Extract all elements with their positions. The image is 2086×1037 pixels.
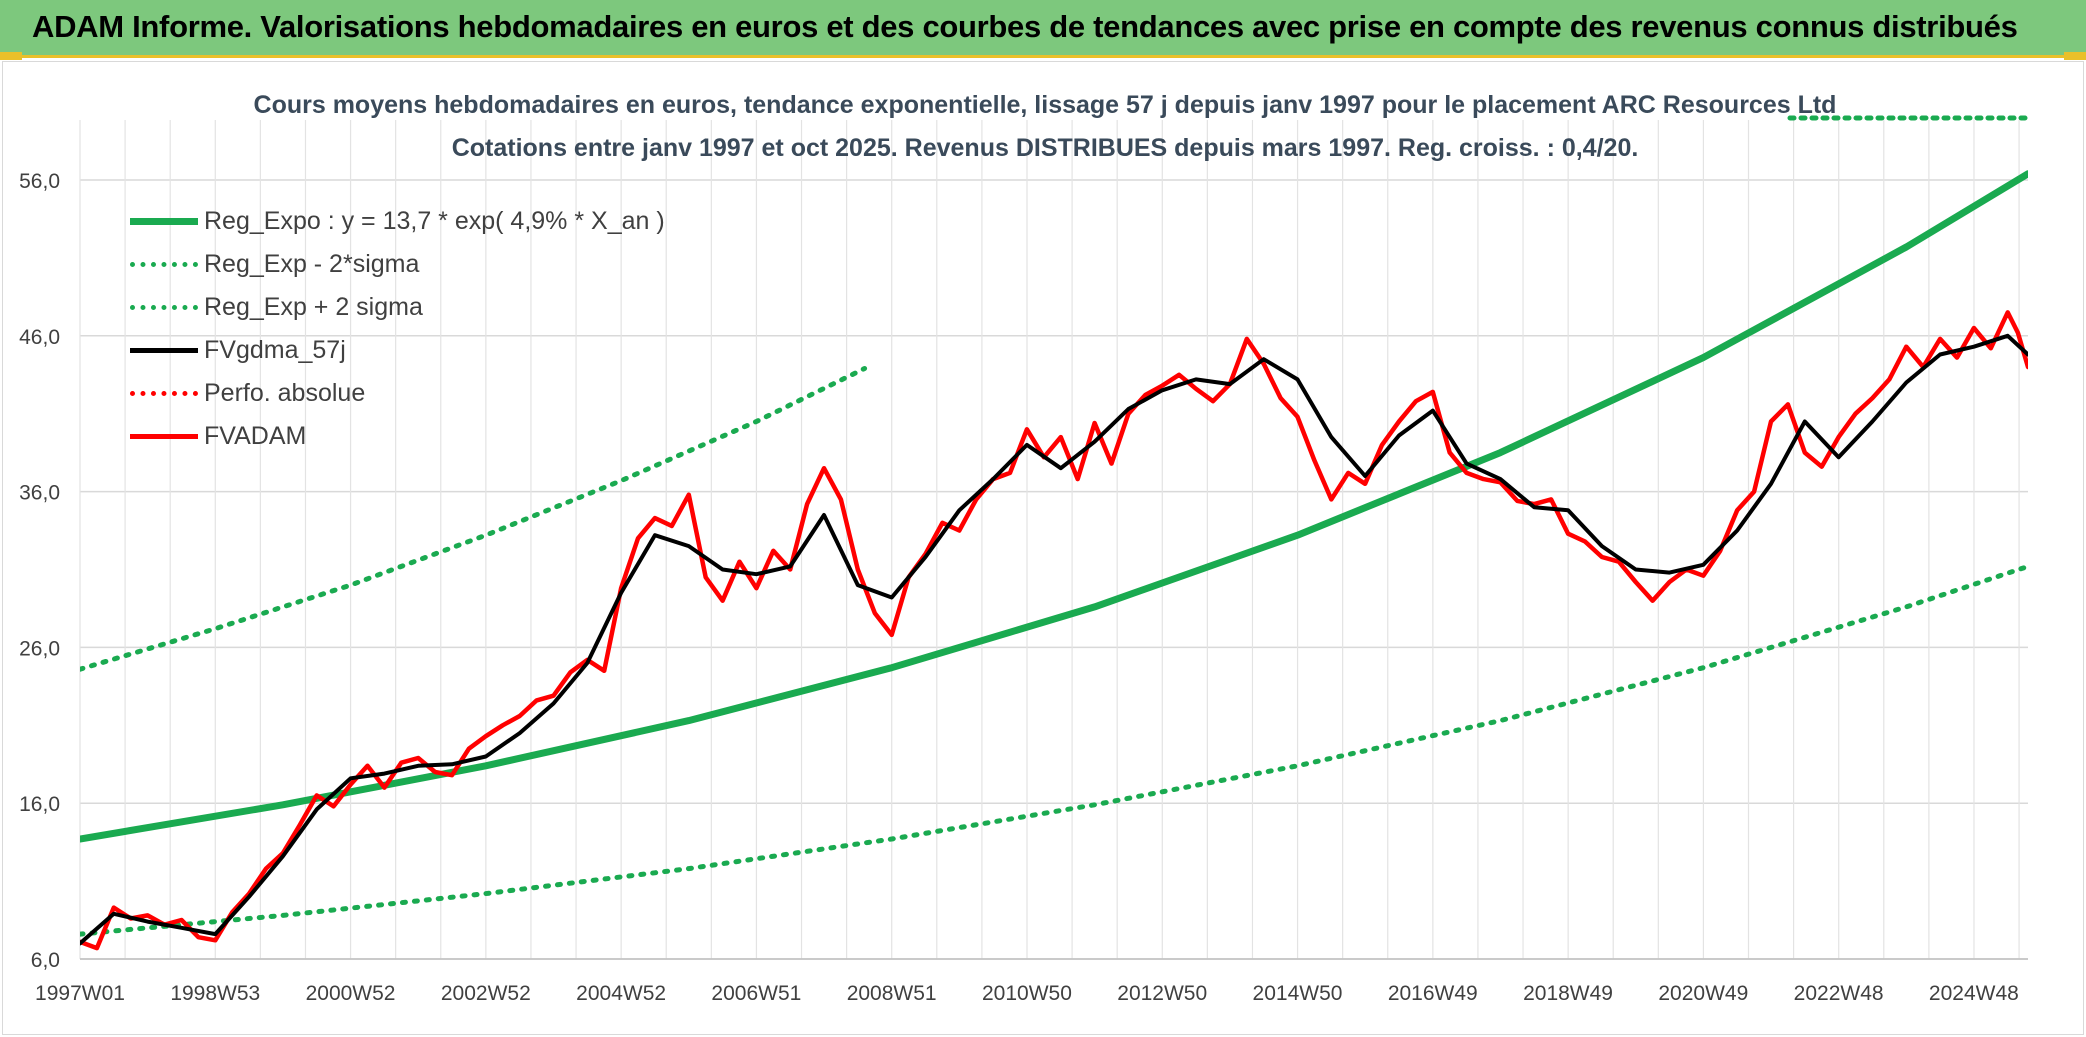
x-tick-label: 2008W51: [847, 982, 937, 1005]
legend-swatch: [130, 305, 198, 310]
series-line-2: [80, 366, 868, 672]
legend-entry: Perfo. absolue: [130, 372, 665, 415]
x-tick-label: 2024W48: [1929, 982, 2019, 1005]
x-tick-label: 2010W50: [982, 982, 1072, 1005]
x-tick-label: 2020W49: [1658, 982, 1748, 1005]
legend-entry: Reg_Exp + 2 sigma: [130, 286, 665, 329]
x-tick-label: 2016W49: [1388, 982, 1478, 1005]
chart-legend: Reg_Expo : y = 13,7 * exp( 4,9% * X_an )…: [130, 200, 665, 458]
chart-area-border: [2, 61, 2084, 1035]
corner-accent-right: [2064, 52, 2086, 60]
legend-label: Reg_Exp + 2 sigma: [204, 293, 423, 321]
gridlines: [79, 120, 2028, 960]
legend-entry: FVADAM: [130, 415, 665, 458]
series-line-3: [80, 333, 2028, 946]
legend-label: FVADAM: [204, 422, 307, 450]
legend-swatch: [130, 218, 198, 225]
tick-labels: 6,0 16,0 26,0 36,0 46,0 56,0 1997W01 1998W53 200…: [19, 170, 2019, 1005]
legend-label: FVgdma_57j: [204, 336, 346, 364]
x-tick-label: 1998W53: [170, 982, 260, 1005]
legend-label: Reg_Exp - 2*sigma: [204, 250, 420, 278]
legend-swatch: [130, 391, 198, 396]
legend-label: Reg_Expo : y = 13,7 * exp( 4,9% * X_an ): [204, 207, 665, 235]
y-tick-label: 6,0: [31, 949, 60, 972]
x-tick-label: 2014W50: [1253, 982, 1343, 1005]
y-tick-label: 56,0: [19, 170, 60, 193]
y-tick-label: 16,0: [19, 793, 60, 816]
y-tick-label: 46,0: [19, 326, 60, 349]
series-line-0: [80, 170, 2028, 843]
series-layer: [80, 170, 2028, 951]
x-tick-label: 2002W52: [441, 982, 531, 1005]
y-tick-label: 26,0: [19, 637, 60, 660]
series-line-5: [80, 310, 2028, 951]
series-line-1: [80, 563, 2028, 937]
y-tick-label: 36,0: [19, 482, 60, 505]
x-tick-label: 2006W51: [711, 982, 801, 1005]
report-title: ADAM Informe. Valorisations hebdomadaire…: [32, 9, 2018, 44]
x-tick-label: 2012W50: [1117, 982, 1207, 1005]
corner-accent-left: [0, 52, 22, 60]
legend-entry: Reg_Expo : y = 13,7 * exp( 4,9% * X_an ): [130, 200, 665, 243]
x-tick-label: 1997W01: [35, 982, 125, 1005]
legend-swatch: [130, 262, 198, 267]
legend-label: Perfo. absolue: [204, 379, 366, 407]
chart-title: Cours moyens hebdomadaires en euros, ten…: [254, 91, 1837, 119]
legend-entry: FVgdma_57j: [130, 329, 665, 372]
x-tick-label: 2018W49: [1523, 982, 1613, 1005]
legend-entry: Reg_Exp - 2*sigma: [130, 243, 665, 286]
report-banner: ADAM Informe. Valorisations hebdomadaire…: [0, 0, 2086, 58]
x-tick-label: 2004W52: [576, 982, 666, 1005]
legend-swatch: [130, 434, 198, 439]
x-tick-label: 2000W52: [306, 982, 396, 1005]
chart-subtitle: Cotations entre janv 1997 et oct 2025. R…: [452, 134, 1639, 162]
x-tick-label: 2022W48: [1794, 982, 1884, 1005]
legend-swatch: [130, 348, 198, 353]
